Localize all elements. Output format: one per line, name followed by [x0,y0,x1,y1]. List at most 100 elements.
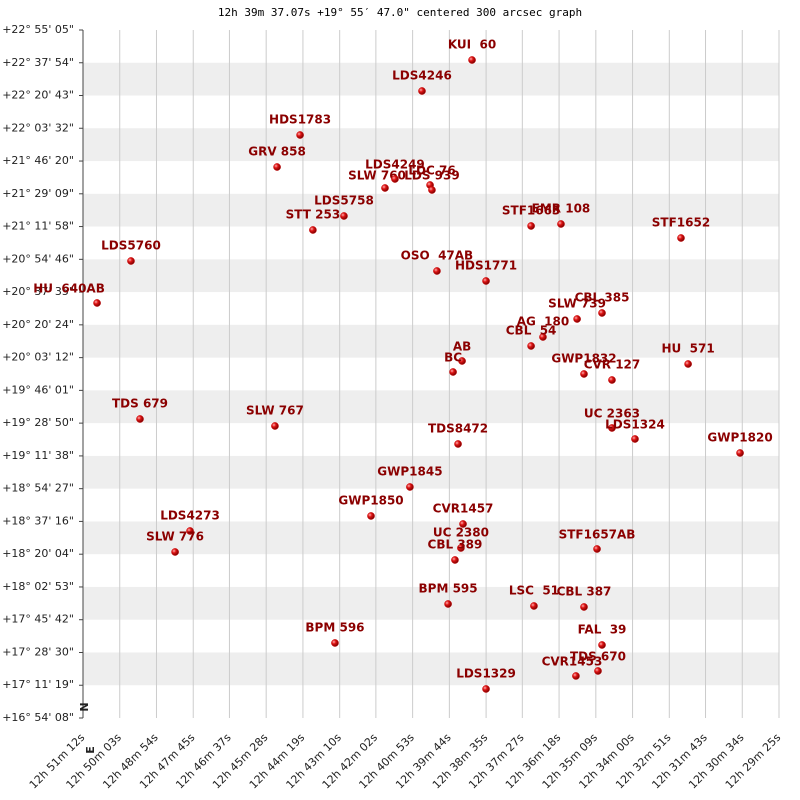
star-marker [598,309,606,317]
y-tick-label: +20° 37' 35" [2,285,74,298]
star-label: SLW 776 [146,529,204,543]
star-marker [580,603,588,611]
star-label: GWP1820 [707,430,772,444]
star-marker [573,315,581,323]
star-label: SLW 767 [246,403,304,417]
chart-title: 12h 39m 37.07s +19° 55′ 47.0" centered 3… [218,6,582,19]
star: EMR 108 [532,201,590,228]
star: BPM 595 [419,581,478,608]
star-label: AB [453,339,471,353]
star-marker [186,527,194,535]
star-marker [451,556,459,564]
star-marker [127,257,135,265]
star: STT 253 [286,207,341,234]
star-label: CVR1453 [542,654,603,668]
star: UC 2380 [433,525,489,552]
star-marker [631,435,639,443]
star-label: HU 640AB [33,281,105,295]
y-tick-label: +18° 20' 04" [2,547,74,560]
star-marker [171,548,179,556]
star-label: KUI 60 [448,37,496,51]
band [83,455,779,489]
star: KUI 60 [448,37,496,64]
star-marker [482,685,490,693]
star: LDS4246 [392,68,452,95]
star-marker [406,483,414,491]
star-label: STF1657AB [559,527,636,541]
y-tick-label: +22° 37' 54" [2,56,74,69]
star: LDS4249 [365,157,425,183]
band [83,193,779,227]
star-label: LDS4249 [365,157,425,171]
star: SLW 739 [548,296,606,323]
star: SLW 776 [146,529,204,556]
star: GWP1850 [338,493,404,520]
star-label: HDS1771 [455,258,517,272]
y-tick-label: +21° 11' 58" [2,220,74,233]
star-marker [340,212,348,220]
star-marker [271,422,279,430]
star-marker [381,184,389,192]
star-marker [557,220,565,228]
star: LSC 51 [509,583,559,610]
star: CVR1453 [542,654,603,680]
star: GWP1845 [377,464,443,491]
band [83,521,779,555]
star: AG 180 [517,314,569,341]
star-marker [444,600,452,608]
star-label: CBL 389 [428,537,483,551]
compass-north: N [78,702,91,711]
star-label: GRV 858 [248,144,306,158]
star: HDS1783 [269,113,331,139]
star: GRV 858 [248,144,306,171]
star-label: LDS5758 [314,193,374,207]
star-label: STT 253 [286,207,341,221]
y-tick-label: +20° 20' 24" [2,318,74,331]
star: CBL 389 [428,537,483,564]
star-marker [459,520,467,528]
star-label: CVR 127 [584,357,641,371]
star-marker [527,342,535,350]
band [83,128,779,162]
star: STF1657AB [559,527,636,553]
star: STF1652 [652,215,710,242]
star-marker [136,415,144,423]
band [83,390,779,424]
star-label: LDS4246 [392,68,452,82]
star-marker [367,512,375,520]
star-marker [428,186,436,194]
y-tick-label: +19° 28' 50" [2,416,74,429]
star: LDS5760 [101,238,161,265]
band [83,652,779,686]
star: STF1663 [502,203,560,230]
y-tick-label: +21° 46' 20" [2,154,74,167]
star: CBL 387 [557,584,611,611]
star-marker [331,639,339,647]
star: LDS5758 [314,193,374,220]
y-tick-label: +22° 03' 32" [2,121,74,134]
star: HDS1771 [455,258,517,285]
star-label: TDS 679 [112,396,168,410]
star-label: LDS 939 [404,168,459,182]
star: FAL 39 [578,622,626,649]
star-marker [677,234,685,242]
star-marker [296,131,304,139]
star-label: LDS1324 [605,417,665,431]
band [83,324,779,358]
y-tick-label: +18° 37' 16" [2,514,74,527]
band [83,62,779,96]
y-tick-label: +19° 11' 38" [2,449,74,462]
star-label: STF1663 [502,203,560,217]
y-tick-label: +17° 45' 42" [2,613,74,626]
y-tick-label: +21° 29' 09" [2,187,74,200]
y-tick-label: +19° 46' 01" [2,383,74,396]
star: UC 2363 [584,406,640,432]
star: AB [453,339,471,365]
star: HU 640AB [33,281,105,307]
star-marker [309,226,317,234]
y-tick-label: +22° 55' 05" [2,23,74,36]
star-label: GWP1832 [551,351,616,365]
band [83,586,779,620]
star-label: LDS5760 [101,238,161,252]
